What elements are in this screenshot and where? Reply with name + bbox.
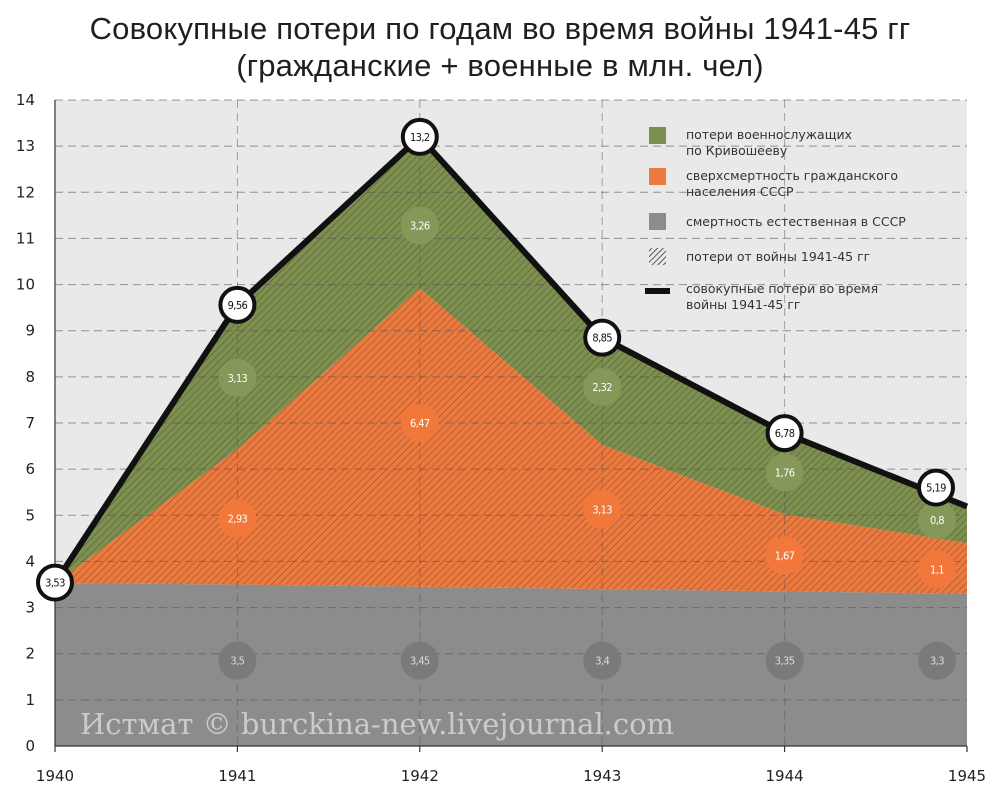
data-label: 6,47 [410, 417, 430, 430]
legend-label: по Кривошееву [686, 143, 788, 158]
total-label: 9,56 [228, 299, 248, 312]
total-point-2 [400, 117, 439, 156]
data-point-2-1 [218, 358, 257, 397]
watermark: Истмат © burckina-new.livejournal.com [80, 707, 674, 741]
y-tick-label: 10 [16, 276, 35, 294]
y-tick-label: 1 [25, 691, 35, 709]
y-tick-label: 12 [16, 183, 35, 201]
y-tick-label: 9 [25, 322, 35, 340]
data-point-2-3 [583, 368, 622, 407]
data-point-2-5 [918, 500, 956, 539]
data-label: 3,3 [930, 655, 944, 668]
total-label: 3,53 [45, 577, 65, 590]
legend-label: совокупные потери во время [686, 281, 878, 296]
segment-labels: 3,5 3,45 3,4 3,35 3,3 2,93 6,47 3,13 1,67 1,1 3,13… [218, 206, 956, 680]
legend-swatch-war-losses [649, 248, 666, 265]
x-tick-label: 1942 [401, 767, 439, 785]
legend-label: войны 1941-45 гг [686, 297, 801, 312]
y-tick-label: 6 [25, 460, 35, 478]
data-label: 3,35 [775, 655, 795, 668]
gridlines [55, 99, 967, 746]
data-point-0-5 [918, 641, 956, 680]
y-tick-label: 0 [25, 737, 35, 755]
data-point-0-2 [400, 641, 439, 680]
civilian-excess-deaths-area-hatch [55, 288, 967, 594]
data-point-0-3 [583, 641, 622, 680]
legend-swatch-civilian [649, 168, 666, 185]
y-tick-label: 5 [25, 506, 35, 524]
y-tick-label: 7 [25, 414, 35, 432]
data-point-0-4 [765, 641, 804, 680]
data-label: 3,13 [592, 503, 612, 516]
natural-deaths-area [55, 583, 967, 746]
total-losses-line [52, 132, 969, 585]
total-point-3 [583, 318, 622, 357]
legend-label: сверхсмертность гражданского [686, 168, 898, 183]
data-point-1-4 [765, 536, 804, 575]
data-label: 1,67 [775, 549, 795, 562]
data-point-1-1 [218, 499, 257, 538]
total-label: 6,78 [775, 427, 795, 440]
legend-item-natural: смертность естественная в СССР [649, 213, 906, 230]
data-label: 1,76 [775, 466, 795, 479]
data-point-2-2 [400, 206, 439, 245]
data-label: 3,5 [230, 655, 244, 668]
x-tick-label: 1945 [948, 767, 986, 785]
data-label: 3,13 [228, 372, 248, 385]
total-label: 8,85 [592, 332, 612, 345]
watermark-group: Истмат © burckina-new.livejournal.com [80, 707, 674, 741]
y-tick-label: 2 [25, 645, 35, 663]
y-tick-label: 13 [16, 137, 35, 155]
legend-label: потери военнослужащих [686, 127, 852, 142]
areas [55, 137, 967, 746]
data-point-2-4 [765, 453, 804, 492]
data-label: 0,8 [930, 514, 944, 527]
data-point-1-3 [583, 490, 622, 529]
y-tick-label: 14 [16, 91, 35, 109]
data-label: 3,4 [595, 655, 609, 668]
legend-swatch-military [649, 127, 666, 144]
total-point-4 [765, 414, 804, 453]
data-point-0-1 [218, 641, 257, 680]
legend-item-war-losses: потери от войны 1941-45 гг [649, 248, 870, 265]
data-label: 2,93 [228, 513, 248, 526]
chart-subtitle: (гражданские + военные в млн. чел) [236, 48, 764, 83]
x-tick-label: 1943 [583, 767, 621, 785]
y-tick-label: 8 [25, 368, 35, 386]
legend-swatch-natural [649, 213, 666, 230]
data-point-1-2 [400, 404, 439, 442]
y-tick-label: 3 [25, 599, 35, 617]
data-label: 1,1 [930, 563, 944, 576]
data-label: 3,26 [410, 220, 430, 233]
total-label: 5,19 [926, 482, 946, 495]
total-point-1 [218, 285, 257, 324]
y-tick-label: 11 [16, 229, 35, 247]
legend-label: потери от войны 1941-45 гг [686, 249, 870, 264]
data-label: 2,32 [592, 381, 612, 394]
x-tick-label: 1944 [766, 767, 804, 785]
x-tick-label: 1940 [36, 767, 74, 785]
x-tick-label: 1941 [218, 767, 256, 785]
chart-title: Совокупные потери по годам во время войн… [0, 10, 1000, 84]
total-point-0 [36, 563, 74, 602]
y-tick-label: 4 [25, 552, 35, 570]
data-point-1-5 [918, 550, 956, 589]
legend-label: смертность естественная в СССР [686, 214, 906, 229]
chart-title-line1: Совокупные потери по годам во время войн… [89, 11, 911, 46]
total-point-5 [917, 468, 955, 507]
legend-label: населения СССР [686, 184, 794, 199]
military-losses-area-hatch [55, 137, 967, 584]
data-label: 3,45 [410, 655, 430, 668]
total-line-group: 3,53 9,56 13,2 8,85 6,78 5,19 [36, 117, 969, 602]
total-label: 13,2 [410, 131, 430, 144]
